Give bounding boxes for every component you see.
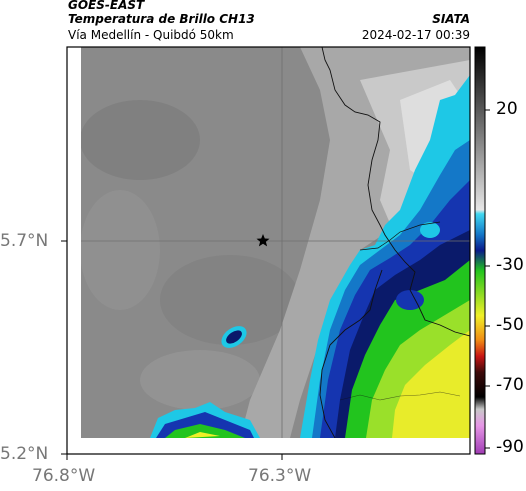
map-title: Temperatura de Brillo CH13 bbox=[68, 12, 255, 26]
colorbar-label: -30 bbox=[496, 255, 524, 275]
lon-tick-label: 76.3°W bbox=[248, 466, 312, 486]
colorbar-label: -50 bbox=[496, 315, 524, 335]
lon-tick-label: 76.8°W bbox=[32, 466, 96, 486]
star-icon bbox=[256, 234, 270, 247]
map-frame bbox=[66, 46, 471, 455]
source-label: SIATA bbox=[432, 12, 470, 26]
lat-tick-label: 5.2°N bbox=[0, 444, 49, 464]
colorbar-label: -90 bbox=[496, 437, 524, 457]
satellite-image bbox=[81, 47, 470, 438]
colorbar-label: 20 bbox=[496, 99, 518, 119]
colorbar bbox=[474, 46, 490, 455]
timestamp: 2024-02-17 00:39 bbox=[361, 28, 470, 42]
product-title: GOES-EAST bbox=[68, 0, 145, 12]
lat-tick-label: 5.7°N bbox=[0, 231, 49, 251]
colorbar-label: -70 bbox=[496, 375, 524, 395]
map-subtitle: Vía Medellín - Quibdó 50km bbox=[68, 28, 234, 42]
